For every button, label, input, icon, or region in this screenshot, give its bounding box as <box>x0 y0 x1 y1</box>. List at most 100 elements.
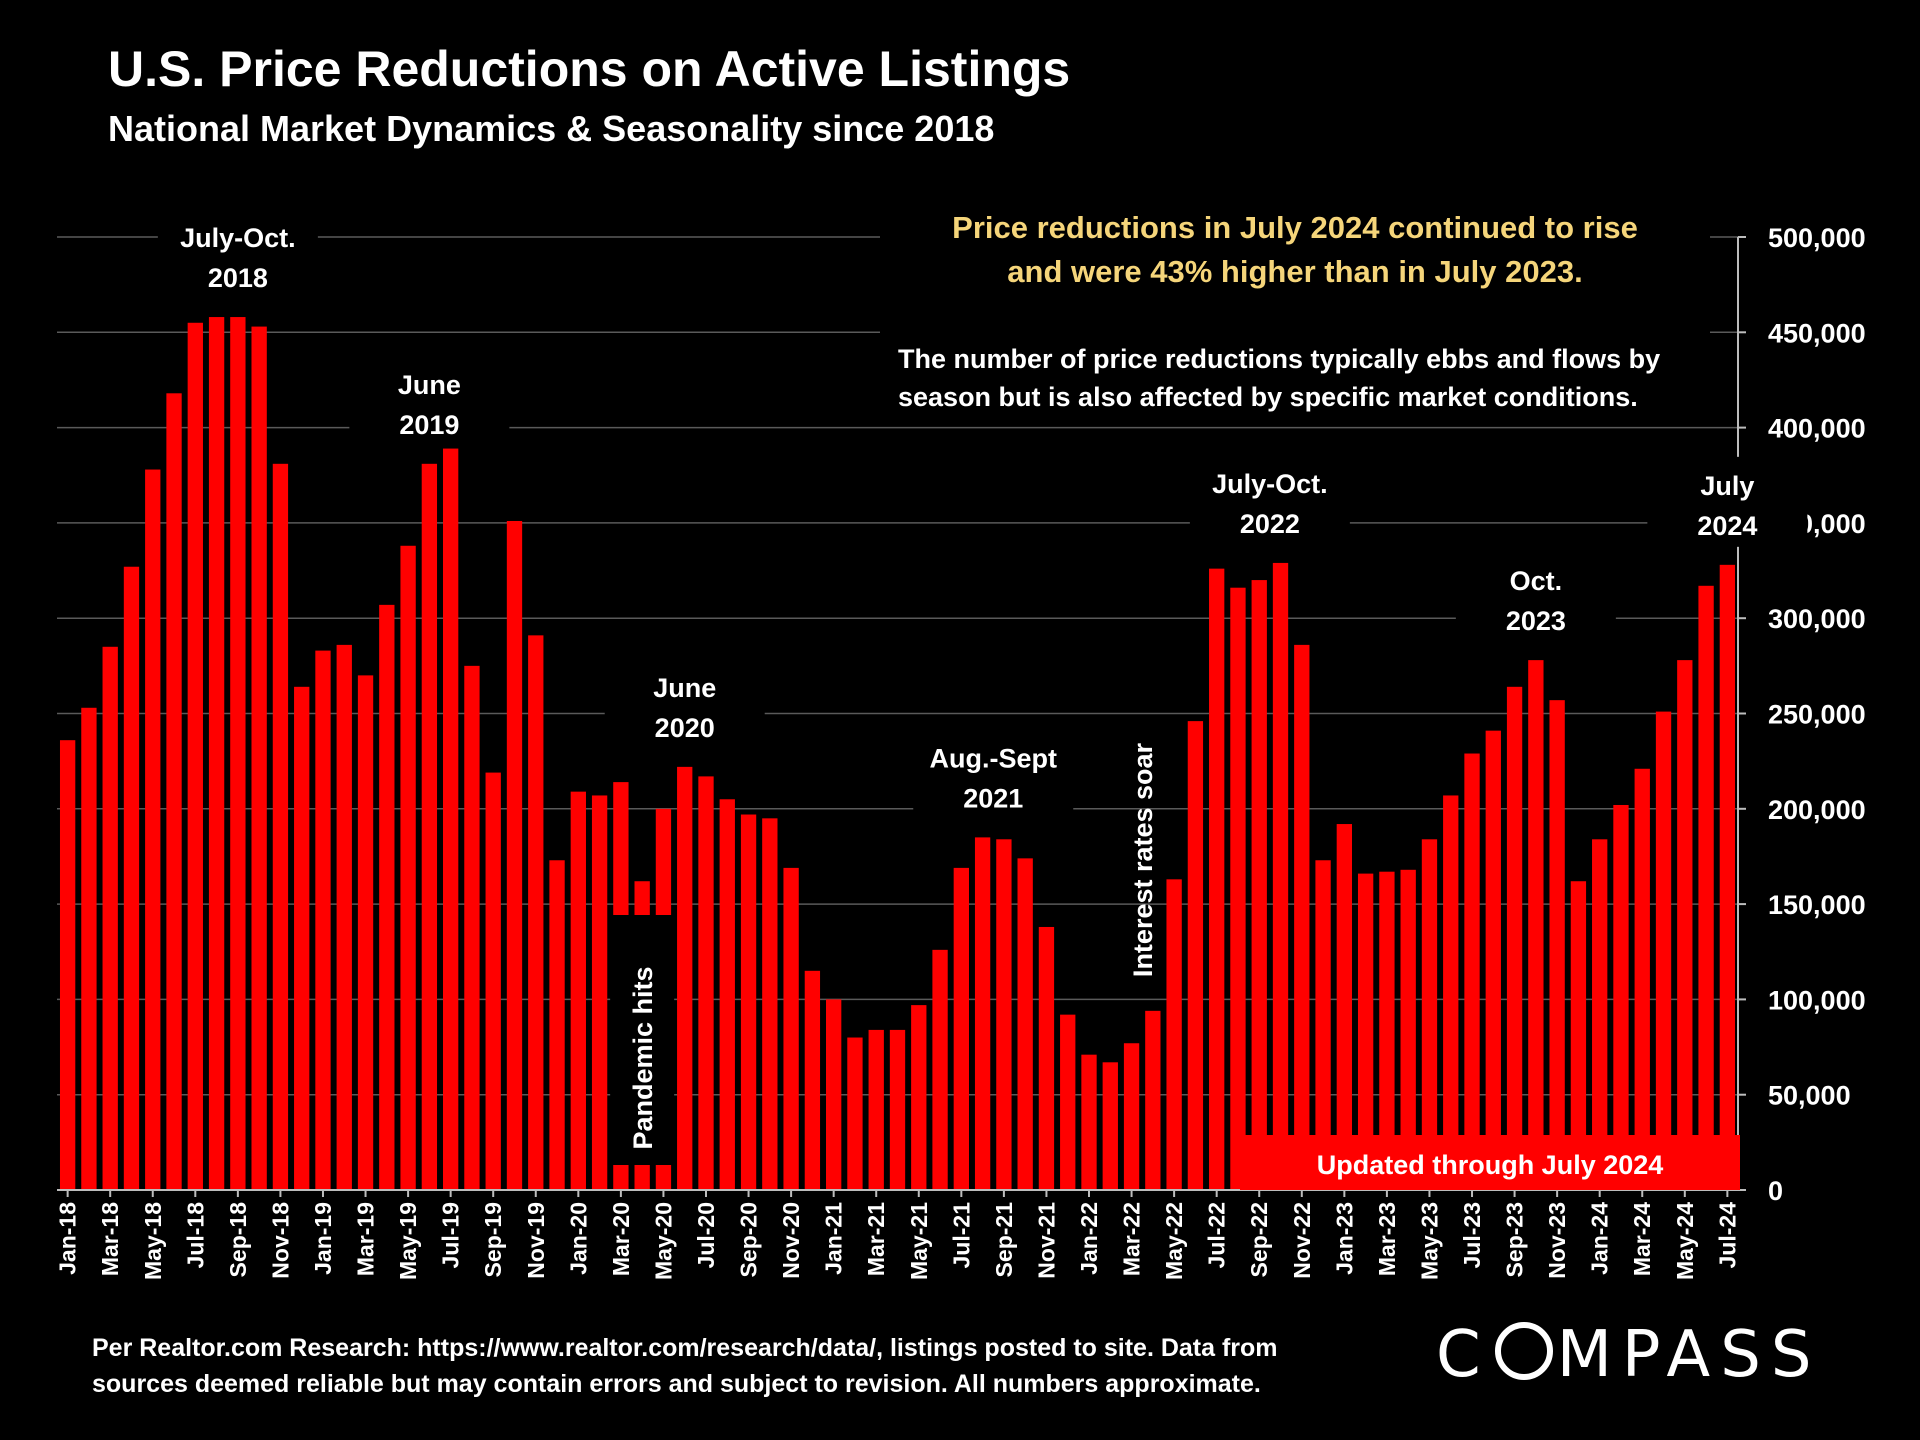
bar <box>1698 585 1714 1190</box>
note-line-2: season but is also affected by specific … <box>898 382 1638 412</box>
bar <box>698 776 714 1190</box>
annotation-label: 2018 <box>208 263 268 293</box>
x-tick-label: Jul-18 <box>182 1202 208 1269</box>
bar <box>1613 804 1629 1190</box>
bar <box>1464 753 1480 1190</box>
bar <box>570 791 586 1190</box>
bar <box>1549 700 1565 1190</box>
bar <box>677 766 693 1190</box>
annotation-background <box>1189 454 1350 545</box>
bar <box>591 795 608 1190</box>
bar <box>442 448 459 1190</box>
bar <box>1379 871 1395 1190</box>
bar <box>740 814 757 1190</box>
bar <box>1357 873 1374 1190</box>
bar <box>1145 1010 1161 1190</box>
annotation-label: 2024 <box>1697 511 1757 541</box>
bar <box>251 326 267 1190</box>
bar <box>719 799 735 1190</box>
bar <box>506 520 523 1190</box>
x-tick-label: Sep-19 <box>480 1202 506 1277</box>
bar <box>868 1029 884 1190</box>
bar <box>1677 660 1693 1190</box>
x-tick-label: May-18 <box>140 1202 166 1280</box>
bar <box>272 463 289 1191</box>
bar <box>145 469 161 1191</box>
bar <box>421 463 438 1191</box>
annotation-label: June <box>653 673 716 703</box>
annotation-label: June <box>398 370 461 400</box>
bar <box>464 665 480 1190</box>
bar <box>1570 881 1587 1190</box>
x-tick-label: Jul-23 <box>1459 1202 1485 1268</box>
annotation-label: July-Oct. <box>1212 469 1328 499</box>
y-tick-label: 500,000 <box>1768 223 1866 253</box>
bar <box>208 317 225 1190</box>
x-tick-label: Jan-18 <box>55 1202 81 1275</box>
y-tick-label: 400,000 <box>1768 414 1866 444</box>
note-line-1: The number of price reductions typically… <box>898 344 1661 374</box>
annotation-label: Aug.-Sept <box>930 743 1058 773</box>
bar <box>847 1037 863 1190</box>
bar <box>953 867 969 1190</box>
annotation-background <box>157 209 318 300</box>
bar <box>889 1029 906 1190</box>
bar <box>1634 768 1650 1190</box>
annotation-label: 2021 <box>963 783 1023 813</box>
bar <box>1102 1062 1118 1190</box>
source-footnote: Per Realtor.com Research: https://www.re… <box>92 1330 1392 1402</box>
bar <box>826 999 842 1190</box>
bar <box>783 867 799 1190</box>
x-tick-label: Mar-24 <box>1629 1202 1655 1276</box>
bar <box>294 686 310 1190</box>
bar <box>549 860 565 1190</box>
x-tick-label: Mar-20 <box>608 1202 634 1276</box>
logo-text-end: MPASS <box>1556 1318 1822 1392</box>
y-tick-label: 200,000 <box>1768 795 1866 825</box>
bar <box>1166 879 1182 1190</box>
x-tick-label: May-20 <box>650 1202 676 1280</box>
compass-logo: C MPASS <box>1436 1318 1821 1392</box>
x-tick-label: Nov-23 <box>1544 1202 1570 1279</box>
bar <box>1655 711 1672 1190</box>
x-tick-label: Nov-22 <box>1289 1202 1315 1279</box>
y-tick-label: 100,000 <box>1768 985 1866 1015</box>
x-tick-label: Mar-23 <box>1374 1202 1400 1276</box>
x-tick-label: Jul-19 <box>438 1202 464 1268</box>
x-tick-label: Nov-18 <box>267 1202 293 1279</box>
x-tick-label: Jan-24 <box>1587 1202 1613 1275</box>
event-label-background <box>610 915 675 1165</box>
event-label: Interest rates soar <box>1128 742 1158 977</box>
annotation-label: 2019 <box>399 410 459 440</box>
x-tick-label: Jul-20 <box>693 1202 719 1268</box>
bar <box>911 1005 927 1190</box>
bar <box>123 566 140 1190</box>
annotation-label: 2020 <box>655 713 715 743</box>
bar <box>762 818 778 1190</box>
bar <box>336 644 352 1190</box>
updated-banner <box>1240 1135 1740 1190</box>
bar <box>315 650 331 1190</box>
callout-line-1: Price reductions in July 2024 continued … <box>952 210 1638 245</box>
y-tick-label: 150,000 <box>1768 890 1866 920</box>
annotation-label: July-Oct. <box>180 223 296 253</box>
bar <box>187 322 203 1190</box>
annotation-background <box>913 729 1074 820</box>
y-tick-label: 50,000 <box>1768 1081 1851 1111</box>
bar <box>166 393 182 1190</box>
x-tick-label: Sep-18 <box>225 1202 251 1278</box>
x-tick-label: Jan-20 <box>565 1202 591 1275</box>
y-tick-label: 450,000 <box>1768 318 1866 348</box>
event-label: Pandemic hits <box>628 966 658 1149</box>
x-tick-label: Sep-20 <box>736 1202 762 1277</box>
logo-o-ring <box>1494 1322 1553 1380</box>
bar <box>1060 1014 1076 1190</box>
x-tick-label: Nov-20 <box>778 1202 804 1279</box>
x-tick-label: May-22 <box>1161 1202 1187 1280</box>
bar <box>1294 644 1310 1190</box>
x-tick-label: Jan-23 <box>1331 1202 1357 1275</box>
x-tick-label: May-23 <box>1416 1202 1442 1280</box>
note-text: The number of price reductions typically… <box>898 340 1718 416</box>
callout-text: Price reductions in July 2024 continued … <box>880 206 1710 294</box>
x-tick-label: May-24 <box>1672 1202 1698 1280</box>
